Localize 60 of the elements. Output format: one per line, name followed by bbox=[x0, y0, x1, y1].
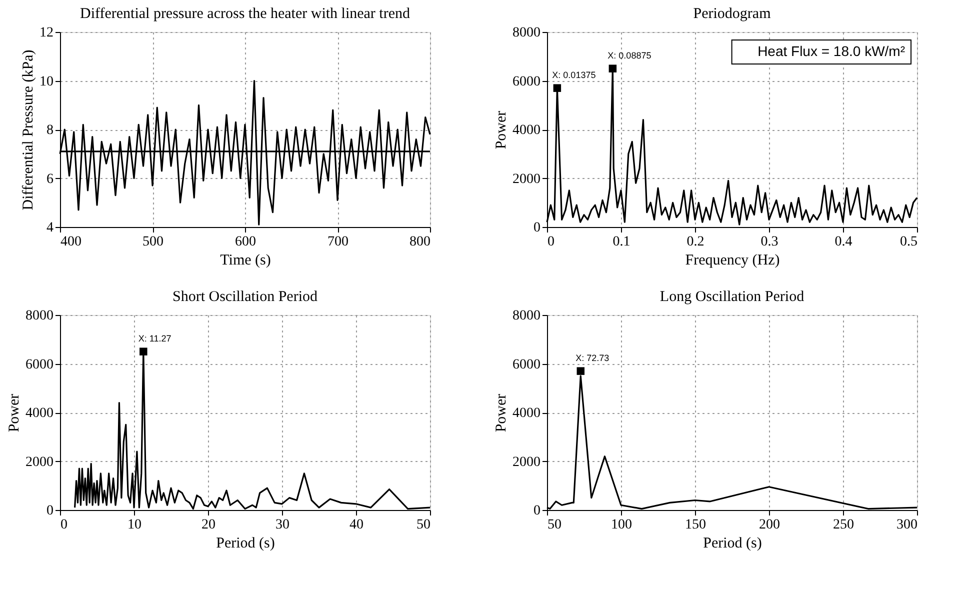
x-tick-label: 600 bbox=[235, 234, 256, 250]
y-tick-label: 0 bbox=[46, 504, 54, 518]
annotation: X: 72.73 bbox=[576, 353, 610, 364]
y-tick-label: 6000 bbox=[512, 357, 540, 372]
y-tick-label: 10 bbox=[40, 74, 54, 90]
y-tick-label: 8000 bbox=[512, 308, 540, 324]
x-tick-label: 30 bbox=[276, 518, 290, 532]
y-tick-label: 6000 bbox=[26, 357, 54, 372]
y-tick-label: 0 bbox=[534, 220, 540, 236]
x-tick-label: 700 bbox=[328, 234, 348, 250]
y-tick-label: 2000 bbox=[26, 454, 54, 470]
annotation: X: 11.27 bbox=[138, 334, 172, 344]
x-axis-title: Period (s) bbox=[703, 536, 762, 552]
x-tick-label: 800 bbox=[410, 234, 430, 250]
x-tick-label: 300 bbox=[896, 518, 918, 532]
x-axis-title: Period (s) bbox=[216, 536, 275, 552]
x-tick-label: 0.1 bbox=[612, 234, 630, 250]
y-tick-label: 8 bbox=[46, 123, 54, 138]
x-tick-label: 150 bbox=[685, 518, 706, 532]
chart-title: Differential pressure across the heater with linear trend bbox=[80, 6, 410, 22]
x-axis-title: Frequency (Hz) bbox=[685, 252, 780, 268]
x-tick-label: 400 bbox=[60, 234, 82, 250]
x-tick-label: 0 bbox=[548, 234, 554, 250]
x-tick-label: 100 bbox=[611, 518, 632, 532]
x-tick-label: 40 bbox=[350, 518, 364, 532]
annotation: X: 0.08875 bbox=[608, 50, 652, 61]
chart-title: Periodogram bbox=[693, 6, 772, 22]
x-tick-label: 0.2 bbox=[686, 234, 704, 250]
y-tick-label: 4000 bbox=[26, 406, 54, 421]
y-tick-label: 12 bbox=[40, 26, 54, 40]
x-tick-label: 0.5 bbox=[900, 234, 918, 250]
y-tick-label: 6000 bbox=[512, 74, 540, 90]
x-tick-label: 10 bbox=[128, 518, 142, 532]
x-tick-label: 500 bbox=[142, 234, 164, 250]
x-tick-label: 20 bbox=[202, 518, 216, 532]
y-tick-label: 8000 bbox=[26, 308, 54, 324]
x-tick-label: 50 bbox=[416, 518, 430, 532]
x-tick-label: 200 bbox=[759, 518, 780, 532]
y-tick-label: 6 bbox=[46, 172, 54, 187]
y-tick-label: 2000 bbox=[512, 172, 540, 187]
y-tick-label: 2000 bbox=[512, 454, 540, 470]
y-axis-title: Differential Pressure (kPa) bbox=[20, 50, 36, 210]
y-tick-label: 4000 bbox=[512, 123, 540, 138]
x-tick-label: 0.3 bbox=[760, 234, 778, 250]
x-tick-label: 0 bbox=[60, 518, 68, 532]
y-tick-label: 0 bbox=[534, 504, 540, 518]
x-tick-label: 250 bbox=[833, 518, 854, 532]
y-axis-title: Power bbox=[494, 394, 510, 432]
y-tick-label: 4 bbox=[46, 220, 54, 236]
x-tick-label: 0.4 bbox=[834, 234, 852, 250]
x-tick-label: 50 bbox=[548, 518, 562, 532]
annotation: X: 0.01375 bbox=[552, 70, 596, 80]
annotation: Heat Flux = 18.0 kW/m² bbox=[758, 43, 906, 59]
chart-title: Short Oscillation Period bbox=[172, 289, 318, 305]
y-tick-label: 8000 bbox=[512, 26, 540, 40]
y-axis-title: Power bbox=[494, 110, 510, 150]
y-axis-title: Power bbox=[6, 394, 22, 432]
chart-title: Long Oscillation Period bbox=[660, 289, 805, 305]
y-tick-label: 4000 bbox=[512, 406, 540, 421]
x-axis-title: Time (s) bbox=[220, 252, 271, 268]
